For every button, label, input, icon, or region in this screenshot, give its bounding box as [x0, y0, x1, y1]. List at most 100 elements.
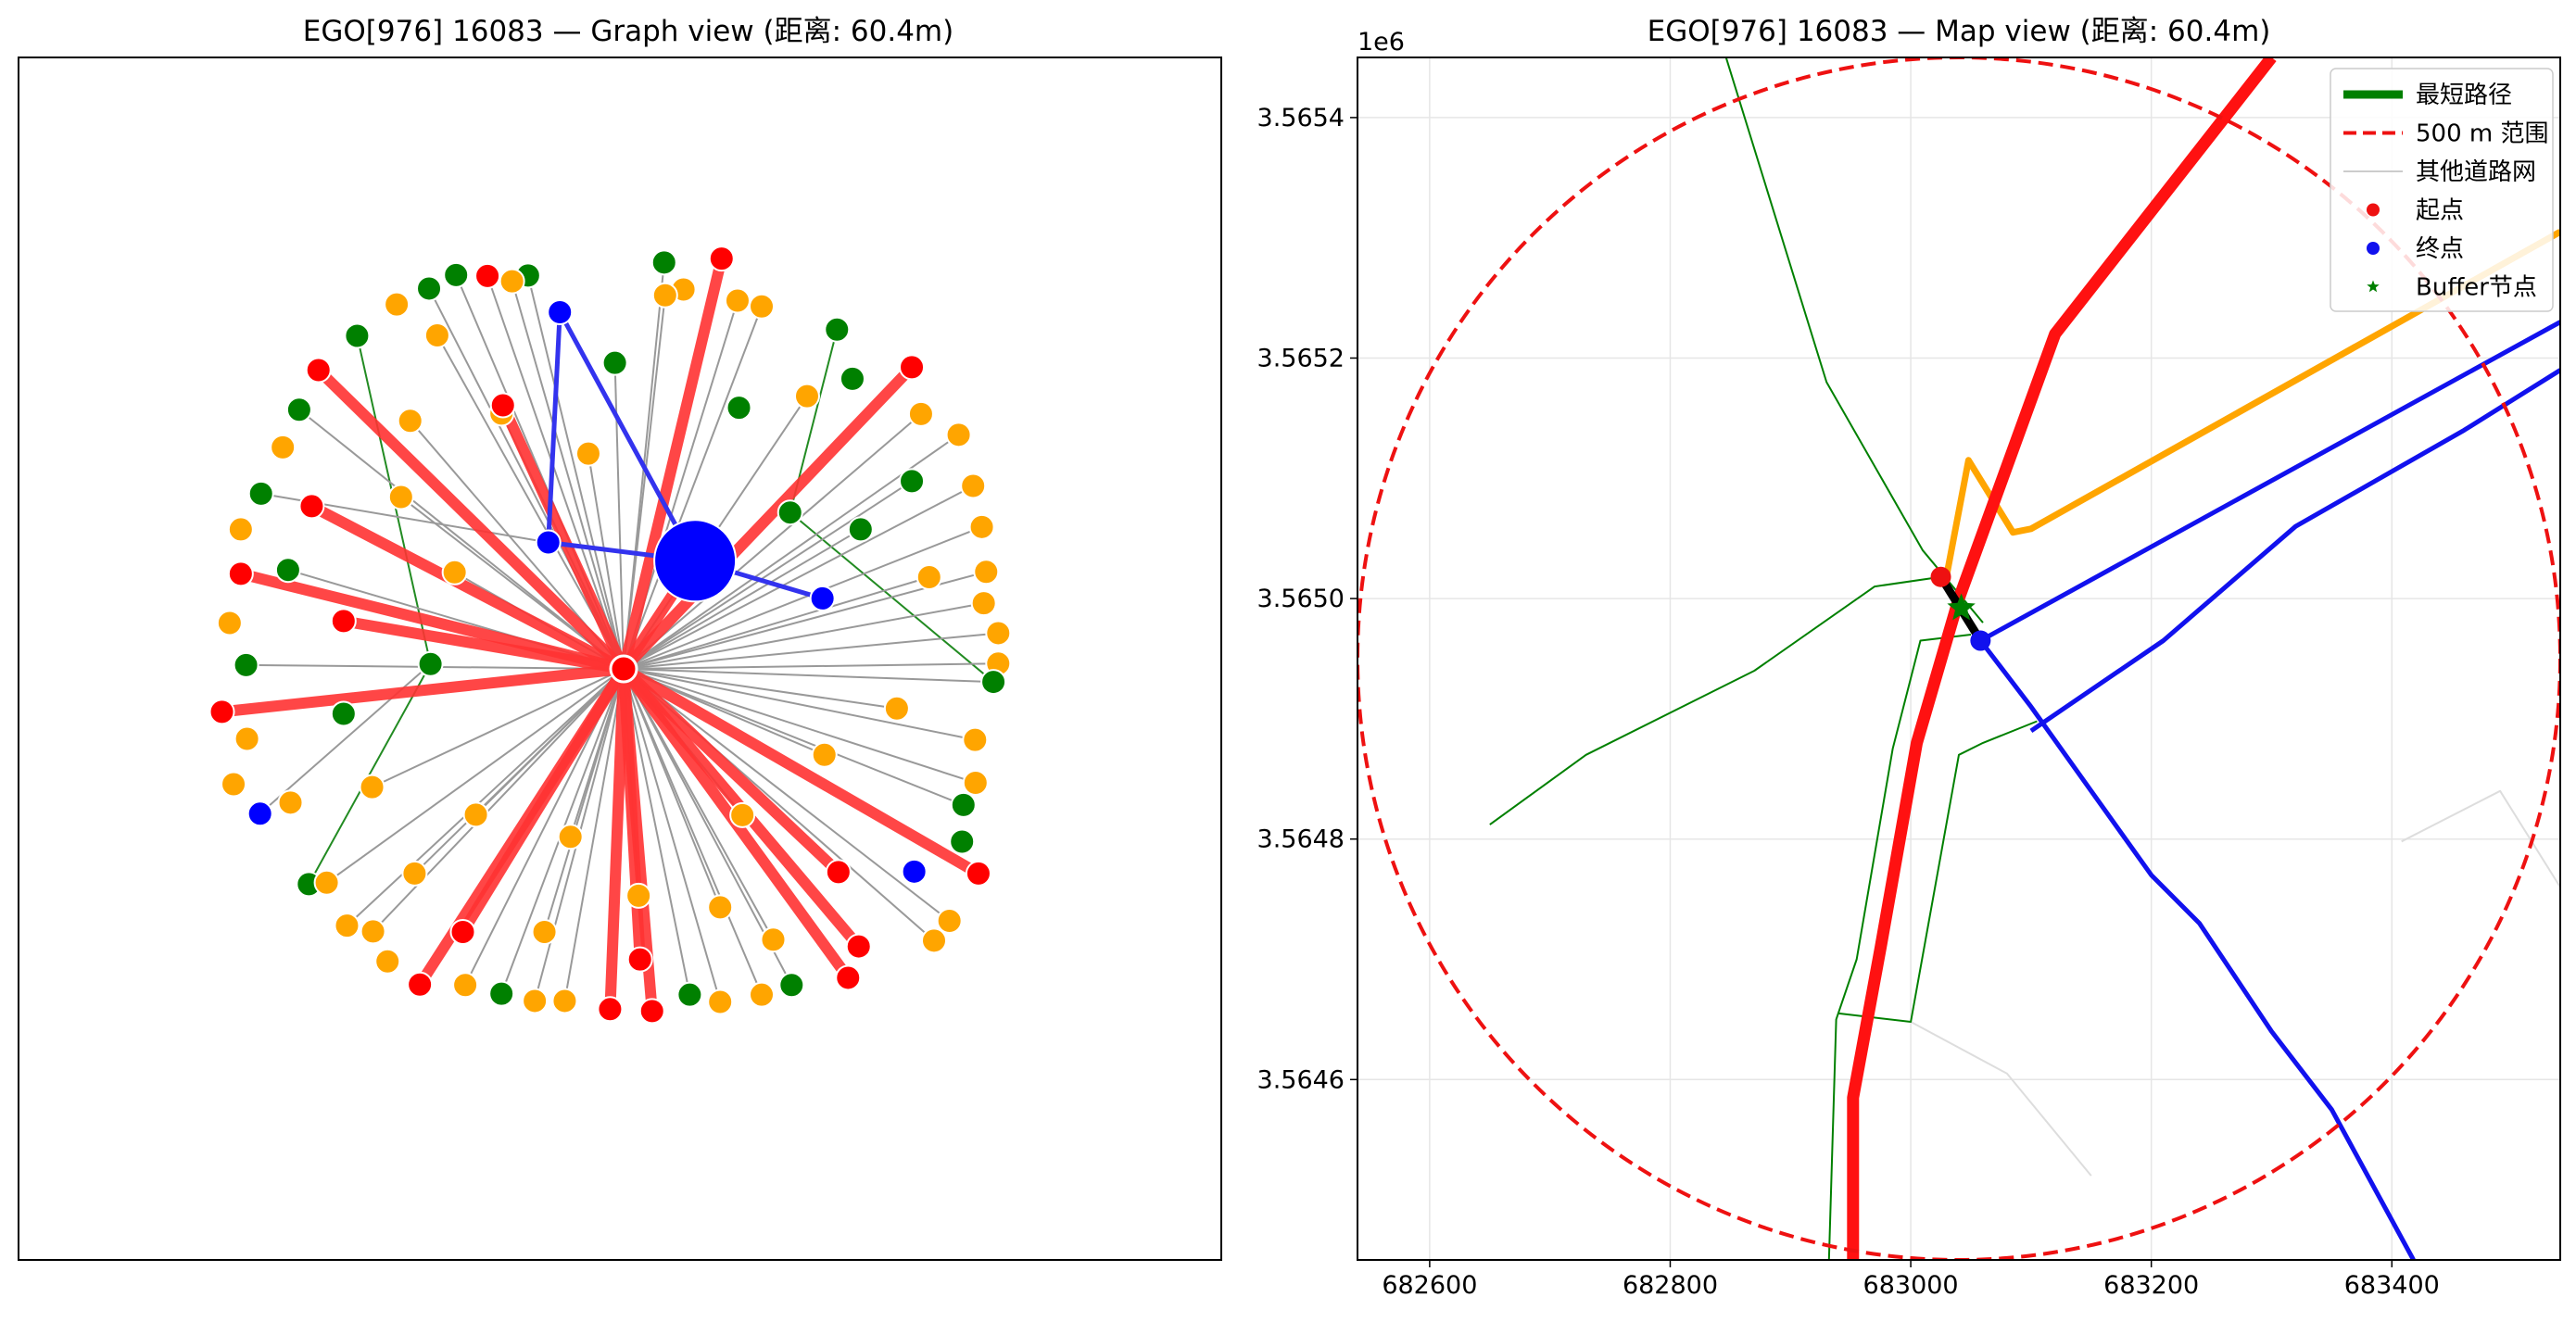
map-legend-label: 其他道路网 [2416, 158, 2536, 186]
graph-node [285, 397, 312, 423]
graph-node [334, 913, 360, 939]
graph-node [443, 261, 470, 288]
map-axes-frame [1357, 57, 2561, 1261]
graph-node [824, 316, 851, 343]
graph-edge [623, 668, 977, 784]
map-y-tick-label: 3.5654 [1257, 104, 1345, 132]
graph-node [452, 972, 479, 999]
graph-node [227, 516, 254, 543]
map-legend-label: 500 m 范围 [2416, 120, 2548, 148]
graph-node [557, 824, 584, 850]
graph-node [651, 282, 678, 308]
graph-edge [298, 409, 625, 670]
graph-edge-shortest [312, 364, 629, 674]
graph-node [965, 860, 991, 887]
graph-node [547, 298, 574, 325]
graph-node [359, 774, 385, 800]
graph-node [575, 440, 601, 467]
graph-node [707, 988, 734, 1015]
graph-node [835, 964, 862, 991]
graph-node [270, 434, 297, 460]
map-content [1357, 57, 2560, 1260]
map-legend-label: 起点 [2416, 197, 2464, 225]
graph-node [962, 726, 989, 753]
graph-edge-shortest [604, 663, 629, 1015]
map-legend-swatch [2367, 242, 2380, 255]
graph-edge [511, 281, 625, 670]
graph-edge-shortest [497, 399, 629, 674]
graph-edge [486, 275, 625, 670]
map-road-gray1 [1910, 1021, 2092, 1177]
graph-node [936, 907, 963, 934]
graph-node [915, 564, 942, 591]
map-y-offset-label: 1e6 [1357, 28, 1405, 57]
graph-node [277, 789, 304, 816]
graph-ego-node [609, 654, 638, 684]
map-x-tick-label: 683400 [2344, 1271, 2440, 1300]
graph-node [489, 392, 516, 419]
graph-node [650, 249, 677, 276]
graph-node [401, 860, 428, 887]
graph-edge-shortest [618, 663, 984, 879]
graph-edge [623, 525, 982, 670]
map-road-orange [1943, 229, 2560, 575]
graph-edge [623, 668, 691, 995]
graph-node [676, 981, 703, 1008]
map-y-tick-label: 3.5650 [1257, 585, 1345, 613]
graph-edge [623, 576, 930, 670]
map-ticks: 682600 682800 683000 683200 683400 3.5646 3.56… [1257, 104, 2440, 1300]
graph-node [985, 620, 1012, 647]
graph-node [708, 246, 735, 272]
map-buffer-point [1947, 593, 1976, 621]
graph-edge-blue [546, 311, 562, 543]
graph-node [899, 354, 926, 381]
graph-node [417, 650, 444, 677]
graph-node [777, 499, 803, 526]
graph-edge-shortest [306, 500, 629, 674]
graph-edge [623, 632, 999, 670]
graph-edge [623, 668, 965, 806]
map-legend-label: 终点 [2416, 235, 2464, 263]
graph-node [899, 468, 926, 495]
graph-edge [623, 485, 974, 670]
graph-node [344, 322, 371, 349]
graph-node [227, 560, 254, 587]
graph-node [749, 293, 776, 320]
graph-hub-node [653, 519, 738, 603]
graph-node [921, 927, 948, 954]
graph-node [298, 493, 325, 520]
graph-node [778, 972, 805, 999]
graph-node [221, 771, 247, 798]
graph-edge [526, 275, 625, 670]
graph-node [970, 590, 997, 617]
graph-node [407, 971, 434, 998]
graph-edge [623, 306, 763, 670]
map-y-tick-label: 3.5652 [1257, 345, 1345, 373]
graph-node [305, 357, 332, 384]
graph-node [729, 801, 756, 828]
graph-edge [623, 668, 976, 741]
graph-node [488, 980, 515, 1007]
map-legend-swatch [2367, 203, 2380, 217]
graph-node [825, 859, 852, 886]
graph-node [522, 988, 549, 1014]
graph-node [625, 882, 652, 909]
graph-node [809, 585, 836, 611]
map-road-blue1 [1979, 320, 2560, 643]
graph-edge-shortest [337, 615, 629, 674]
graph-edge [413, 668, 625, 875]
graph-node [551, 988, 578, 1014]
graph-node [724, 287, 751, 314]
graph-node [601, 349, 628, 376]
map-legend-swatch [2367, 280, 2380, 293]
graph-node [847, 516, 874, 543]
graph-node [216, 610, 243, 636]
graph-node [707, 894, 734, 921]
graph-node [749, 981, 776, 1008]
graph-axes-frame [18, 57, 1222, 1261]
graph-node [901, 858, 928, 885]
graph-node [907, 400, 934, 427]
